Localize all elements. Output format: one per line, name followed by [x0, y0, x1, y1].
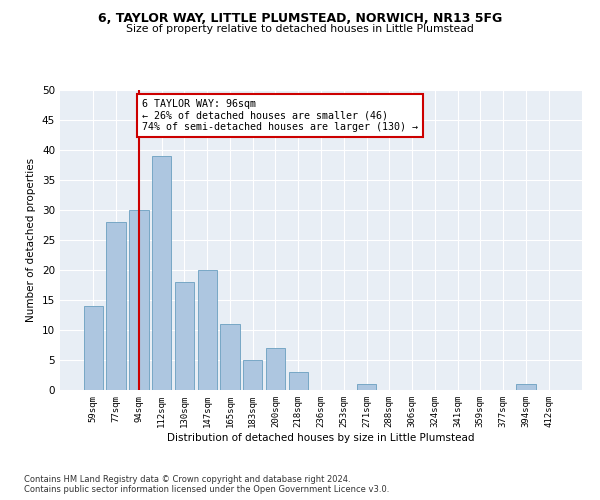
Bar [357, 384, 376, 390]
Bar [220, 324, 239, 390]
Text: Contains public sector information licensed under the Open Government Licence v3: Contains public sector information licen… [24, 485, 389, 494]
Bar [243, 360, 262, 390]
Text: 6 TAYLOR WAY: 96sqm
← 26% of detached houses are smaller (46)
74% of semi-detach: 6 TAYLOR WAY: 96sqm ← 26% of detached ho… [142, 99, 418, 132]
Text: Size of property relative to detached houses in Little Plumstead: Size of property relative to detached ho… [126, 24, 474, 34]
Y-axis label: Number of detached properties: Number of detached properties [26, 158, 37, 322]
X-axis label: Distribution of detached houses by size in Little Plumstead: Distribution of detached houses by size … [167, 432, 475, 442]
Text: Contains HM Land Registry data © Crown copyright and database right 2024.: Contains HM Land Registry data © Crown c… [24, 475, 350, 484]
Bar [289, 372, 308, 390]
Bar [106, 222, 126, 390]
Bar [129, 210, 149, 390]
Bar [266, 348, 285, 390]
Bar [84, 306, 103, 390]
Bar [516, 384, 536, 390]
Text: 6, TAYLOR WAY, LITTLE PLUMSTEAD, NORWICH, NR13 5FG: 6, TAYLOR WAY, LITTLE PLUMSTEAD, NORWICH… [98, 12, 502, 26]
Bar [152, 156, 172, 390]
Bar [175, 282, 194, 390]
Bar [197, 270, 217, 390]
